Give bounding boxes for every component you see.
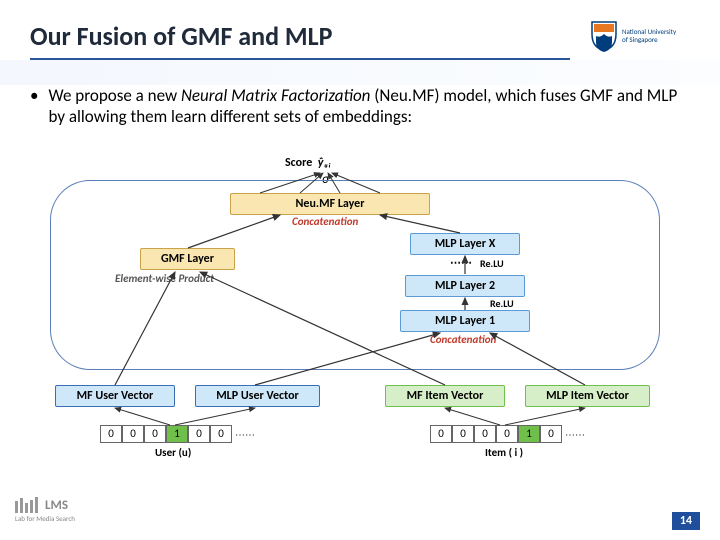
concat-label: Concatenation: [292, 215, 358, 228]
user-onehot: 0 0 0 1 0 0 ⋯⋯: [100, 425, 258, 443]
svg-text:LMS: LMS: [45, 498, 68, 513]
mlp-user-vector: MLP User Vector: [195, 385, 320, 407]
item-onehot: 0 0 0 0 1 0 ⋯⋯: [430, 425, 588, 443]
mlp-layer-1: MLP Layer 1: [400, 310, 530, 332]
relu-label-1: Re.LU: [480, 257, 504, 270]
bullet-text: • We propose a new Neural Matrix Factori…: [30, 85, 690, 127]
page-title: Our Fusion of GMF and MLP: [30, 20, 570, 60]
mlp-item-vector: MLP Item Vector: [525, 385, 650, 407]
mlp-layer-2: MLP Layer 2: [405, 275, 525, 297]
page-number: 14: [672, 512, 700, 530]
relu-label-2: Re.LU: [490, 297, 514, 310]
mf-user-vector: MF User Vector: [55, 385, 175, 407]
gmf-layer: GMF Layer: [140, 248, 235, 270]
concat-label-2: Concatenation: [430, 333, 496, 346]
svg-text:Lab for Media Search: Lab for Media Search: [15, 514, 75, 523]
score-label: Score ŷᵤᵢ: [285, 156, 330, 170]
shield-icon: [590, 20, 618, 52]
nus-logo: National University of Singapore: [590, 20, 690, 52]
item-label: Item ( i ): [485, 446, 523, 459]
elemwise-label: Element-wise Product: [115, 272, 214, 285]
user-label: User (u): [155, 446, 191, 459]
neumf-diagram: Score ŷᵤᵢ σ Neu.MF Layer Concatenation G…: [60, 160, 660, 470]
neumf-layer: Neu.MF Layer: [230, 193, 430, 215]
mf-item-vector: MF Item Vector: [385, 385, 505, 407]
mlp-layer-x: MLP Layer X: [410, 233, 520, 255]
lms-logo: LMS Lab for Media Search: [15, 495, 135, 530]
